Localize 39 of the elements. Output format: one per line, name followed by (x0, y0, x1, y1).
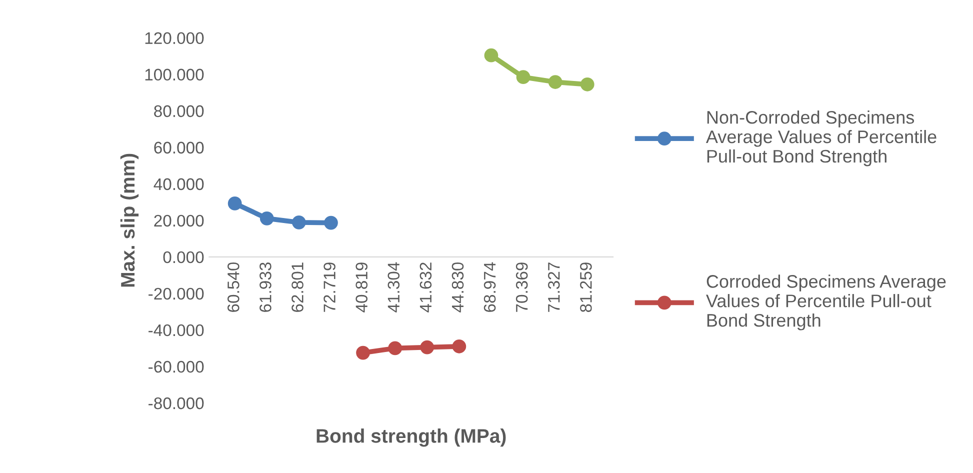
point (420, 340, 434, 354)
x-tick-label: 41.304 (388, 262, 400, 312)
y-tick-label: 120.000 (145, 32, 204, 44)
point (356, 346, 370, 360)
point (516, 70, 530, 84)
y-tick-label: -20.000 (148, 288, 204, 300)
x-axis-title: Bond strength (MPa) (316, 428, 506, 447)
point (548, 75, 562, 89)
point (292, 215, 306, 230)
y-tick-label: 60.000 (154, 142, 204, 154)
x-tick-label: 72.719 (324, 262, 336, 312)
y-tick-label: 40.000 (154, 178, 204, 190)
legend-label: Corroded Specimens Average Values of Percentile Pull-out Bond Strength (706, 274, 946, 330)
x-tick-label: 62.801 (292, 262, 304, 312)
x-tick-label: 44.830 (452, 262, 464, 312)
x-tick-label: 61.933 (260, 262, 272, 312)
x-tick-label: 81.259 (580, 262, 592, 312)
y-tick-label: 20.000 (154, 214, 204, 227)
y-tick-label: -80.000 (148, 397, 204, 410)
y-tick-label: 80.000 (154, 105, 204, 118)
y-axis-title: Max. slip (mm) (120, 154, 139, 287)
y-tick-label: 100.000 (145, 68, 204, 81)
x-tick-label: 68.974 (484, 262, 496, 312)
y-tick-label: 0.000 (163, 251, 204, 264)
point (260, 211, 274, 226)
point (452, 339, 466, 354)
point (324, 216, 338, 230)
point (580, 77, 594, 92)
legend-label: Non-Corroded Specimens Average Values of Percentile Pull-out Bond Strength (706, 110, 936, 166)
x-tick-label: 40.819 (356, 262, 368, 312)
point (388, 341, 402, 356)
point (228, 196, 242, 210)
x-tick-label: 70.369 (516, 262, 528, 312)
y-tick-label: -40.000 (148, 324, 204, 336)
x-tick-label: 60.540 (228, 262, 240, 312)
y-tick-label: -60.000 (148, 360, 204, 373)
x-tick-label: 71.327 (548, 262, 560, 312)
point (484, 48, 498, 62)
x-tick-label: 41.632 (420, 262, 432, 312)
